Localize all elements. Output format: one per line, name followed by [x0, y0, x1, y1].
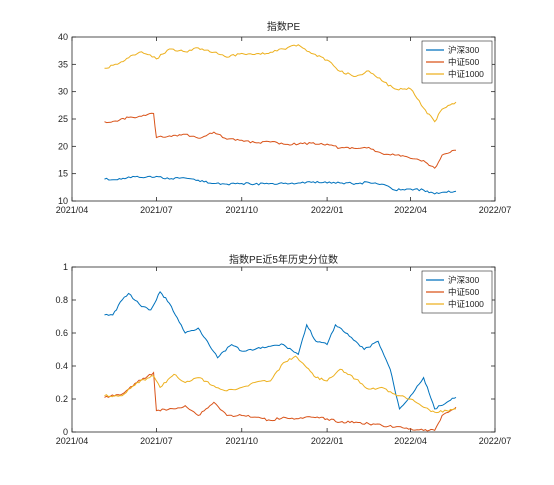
series-line-2	[104, 44, 457, 123]
chart-pe-plot-area: 2021/04 2021/07 2021/10 2022/01 2022/04 2022/…	[56, 32, 512, 215]
legend-label: 中证500	[448, 287, 479, 297]
legend-box	[421, 40, 493, 84]
legend-label: 中证1000	[448, 69, 484, 79]
x-tick-label: 2021/04	[56, 205, 89, 215]
chart-pe: 指数PE 2021/04 2021/07 2021/10 2022/01 2022/04…	[56, 20, 512, 215]
x-tick-label: 2021/10	[225, 205, 258, 215]
series-line-1	[104, 112, 457, 169]
y-tick-label: 40	[58, 32, 68, 42]
x-tick-label: 2021/04	[56, 436, 89, 446]
y-tick-label: 25	[58, 114, 68, 124]
y-tick-label: 1	[63, 262, 68, 272]
y-tick-label: 30	[58, 87, 68, 97]
chart-pe-title: 指数PE	[267, 20, 301, 33]
x-tick-label: 2021/07	[140, 205, 173, 215]
x-tick-label: 2022/04	[394, 436, 427, 446]
series-line-2	[104, 355, 457, 414]
series-line-0	[104, 175, 457, 195]
x-tick-label: 2022/01	[311, 436, 344, 446]
x-tick-label: 2021/07	[140, 436, 173, 446]
x-tick-label: 2022/07	[479, 436, 512, 446]
plot-frame	[71, 266, 496, 433]
y-tick-label: 0	[63, 427, 68, 437]
chart-percentile: 指数PE近5年历史分位数 2021/04 2021/07 2021/10 2022/0…	[55, 253, 511, 446]
chart-percentile-title: 指数PE近5年历史分位数	[229, 253, 338, 266]
series-line-1	[104, 371, 457, 432]
chart-percentile-plot-area: 2021/04 2021/07 2021/10 2022/01 2022/04 2022/…	[55, 262, 511, 446]
y-tick-label: 20	[58, 141, 68, 151]
x-tick-label: 2022/07	[479, 205, 512, 215]
y-tick-label: 0.4	[55, 361, 68, 371]
y-tick-label: 35	[58, 59, 68, 69]
y-tick-label: 0.2	[55, 394, 68, 404]
y-tick-label: 10	[58, 196, 68, 206]
legend-label: 中证500	[448, 57, 479, 67]
legend-label: 沪深300	[448, 45, 479, 55]
x-tick-label: 2022/04	[394, 205, 427, 215]
y-tick-label: 15	[58, 169, 68, 179]
y-tick-label: 0.8	[55, 295, 68, 305]
series-line-0	[104, 290, 457, 410]
x-tick-label: 2022/01	[311, 205, 344, 215]
y-tick-label: 0.6	[55, 328, 68, 338]
x-tick-label: 2021/10	[225, 436, 258, 446]
legend-label: 沪深300	[448, 275, 479, 285]
legend-label: 中证1000	[448, 299, 484, 309]
